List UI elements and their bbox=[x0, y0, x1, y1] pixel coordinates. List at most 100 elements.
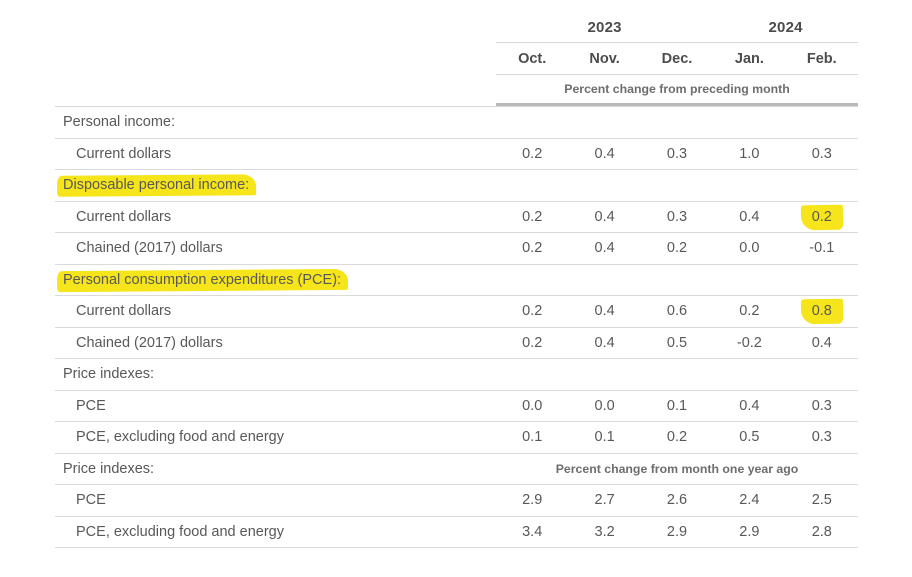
value-text: 0.4 bbox=[594, 334, 615, 351]
row-label: Price indexes: bbox=[63, 460, 155, 477]
value-text: 1.0 bbox=[739, 145, 760, 162]
row-label-cell: PCE, excluding food and energy bbox=[55, 524, 496, 540]
personal-income-pce-table: 2023 2024 Oct. Nov. Dec. Jan. Feb. Percent c… bbox=[55, 13, 858, 548]
value-text: 2.8 bbox=[811, 523, 832, 540]
value-text: 0.1 bbox=[666, 397, 688, 414]
value-cell: 0.4 bbox=[568, 335, 640, 351]
data-row: Chained (2017) dollars 0.2 0.4 0.5 -0.2 0.4 bbox=[55, 328, 858, 359]
row-label-cell: Chained (2017) dollars bbox=[55, 335, 496, 351]
month-header: Oct. bbox=[518, 50, 547, 67]
data-row: Current dollars 0.2 0.4 0.3 0.4 0.2 bbox=[55, 202, 858, 233]
value-text: 0.1 bbox=[522, 429, 543, 446]
value-text: 2.6 bbox=[666, 492, 688, 509]
value-text: 2.4 bbox=[739, 492, 760, 509]
value-cell: 0.4 bbox=[568, 209, 640, 225]
value-cell: 0.8 bbox=[786, 302, 858, 320]
value-text: 0.2 bbox=[522, 303, 543, 320]
unit-note-row: Percent change from preceding month bbox=[55, 75, 858, 106]
value-cell: 2.9 bbox=[496, 492, 568, 508]
value-text: 2.9 bbox=[666, 523, 688, 540]
value-text: 0.4 bbox=[594, 208, 615, 225]
row-label: Current dollars bbox=[76, 303, 172, 320]
value-cell: 2.8 bbox=[786, 524, 858, 540]
value-highlight-mark: 0.2 bbox=[811, 208, 832, 225]
month-header: Feb. bbox=[806, 50, 837, 67]
value-cell: 0.2 bbox=[713, 303, 785, 319]
row-label: PCE bbox=[76, 397, 106, 414]
value-text: 2.9 bbox=[739, 523, 760, 540]
value-cell: 0.3 bbox=[786, 146, 858, 162]
value-cell: 0.0 bbox=[568, 398, 640, 414]
value-text: 0.2 bbox=[739, 303, 760, 320]
value-cell: 0.0 bbox=[713, 240, 785, 256]
value-text: 0.5 bbox=[666, 334, 688, 351]
value-cell: 0.4 bbox=[713, 398, 785, 414]
value-text: 2.5 bbox=[811, 492, 832, 509]
year-header-row: 2023 2024 bbox=[55, 13, 858, 43]
value-text: 0.2 bbox=[666, 429, 688, 446]
unit-note-cell: Percent change from preceding month bbox=[496, 75, 858, 106]
value-text: 0.4 bbox=[594, 240, 615, 257]
data-row: PCE, excluding food and energy 0.1 0.1 0.2 0… bbox=[55, 422, 858, 454]
value-cell: 2.9 bbox=[713, 524, 785, 540]
month-header-cells: Oct. Nov. Dec. Jan. Feb. bbox=[496, 43, 858, 75]
year-header-cells: 2023 2024 bbox=[496, 13, 858, 43]
value-text: 0.3 bbox=[811, 145, 832, 162]
row-label: PCE bbox=[76, 492, 106, 509]
value-text: 0.0 bbox=[739, 240, 760, 257]
value-text: -0.1 bbox=[809, 240, 835, 257]
row-label: Chained (2017) dollars bbox=[76, 240, 223, 257]
row-label-cell: Disposable personal income: bbox=[55, 177, 496, 193]
row-label-cell: Personal consumption expenditures (PCE): bbox=[55, 272, 496, 288]
value-cell: 0.2 bbox=[496, 146, 568, 162]
value-cell: 0.5 bbox=[641, 335, 713, 351]
value-cell: 0.3 bbox=[641, 146, 713, 162]
value-text: 0.4 bbox=[739, 208, 760, 225]
data-row: Current dollars 0.2 0.4 0.3 1.0 0.3 bbox=[55, 139, 858, 170]
value-cell: -0.2 bbox=[713, 335, 785, 351]
value-cell: 2.4 bbox=[713, 492, 785, 508]
row-label: Personal income: bbox=[63, 114, 176, 131]
value-text: 0.3 bbox=[811, 429, 832, 446]
value-text: 0.2 bbox=[666, 240, 688, 257]
value-cell: 0.5 bbox=[713, 429, 785, 445]
value-text: 0.3 bbox=[811, 397, 832, 414]
value-text: -0.2 bbox=[736, 334, 762, 351]
value-cell: 1.0 bbox=[713, 146, 785, 162]
row-label: Current dollars bbox=[76, 145, 172, 162]
data-row: Chained (2017) dollars 0.2 0.4 0.2 0.0 -0.1 bbox=[55, 233, 858, 265]
section-row: Price indexes: bbox=[55, 359, 858, 391]
row-label-cell: Price indexes: bbox=[55, 461, 496, 477]
value-cell: 0.0 bbox=[496, 398, 568, 414]
value-cell: 2.6 bbox=[641, 492, 713, 508]
value-text: 0.6 bbox=[666, 303, 688, 320]
row-label-cell: Current dollars bbox=[55, 303, 496, 319]
value-cell: 0.2 bbox=[641, 240, 713, 256]
value-cell: 0.6 bbox=[641, 303, 713, 319]
section-row: Disposable personal income: bbox=[55, 170, 858, 202]
value-text: 3.4 bbox=[522, 523, 543, 540]
value-cell: 0.4 bbox=[568, 240, 640, 256]
header-label-spacer bbox=[55, 13, 496, 43]
value-cell: -0.1 bbox=[786, 240, 858, 256]
value-cell: 0.4 bbox=[713, 209, 785, 225]
row-label: Price indexes: bbox=[63, 366, 155, 383]
value-text: 0.0 bbox=[594, 397, 615, 414]
section-row: Personal income: bbox=[55, 107, 858, 139]
row-label-cell: Current dollars bbox=[55, 209, 496, 225]
month-header-row: Oct. Nov. Dec. Jan. Feb. bbox=[55, 43, 858, 75]
year-header-2023: 2023 bbox=[587, 19, 622, 36]
value-cell: 2.9 bbox=[641, 524, 713, 540]
value-text: 0.2 bbox=[522, 145, 543, 162]
value-text: 0.3 bbox=[666, 145, 688, 162]
row-label-highlight-mark: Disposable personal income: bbox=[63, 177, 250, 194]
value-text: 0.2 bbox=[522, 208, 543, 225]
table-body: Personal income: Current dollars 0.2 0.4 0.3… bbox=[55, 106, 858, 548]
value-cell: 0.2 bbox=[496, 303, 568, 319]
value-text: 0.4 bbox=[594, 145, 615, 162]
value-text: 0.0 bbox=[522, 397, 543, 414]
value-cell: 0.3 bbox=[641, 209, 713, 225]
unit-note-text: Percent change from preceding month bbox=[564, 82, 790, 96]
header-label-spacer bbox=[55, 43, 496, 75]
